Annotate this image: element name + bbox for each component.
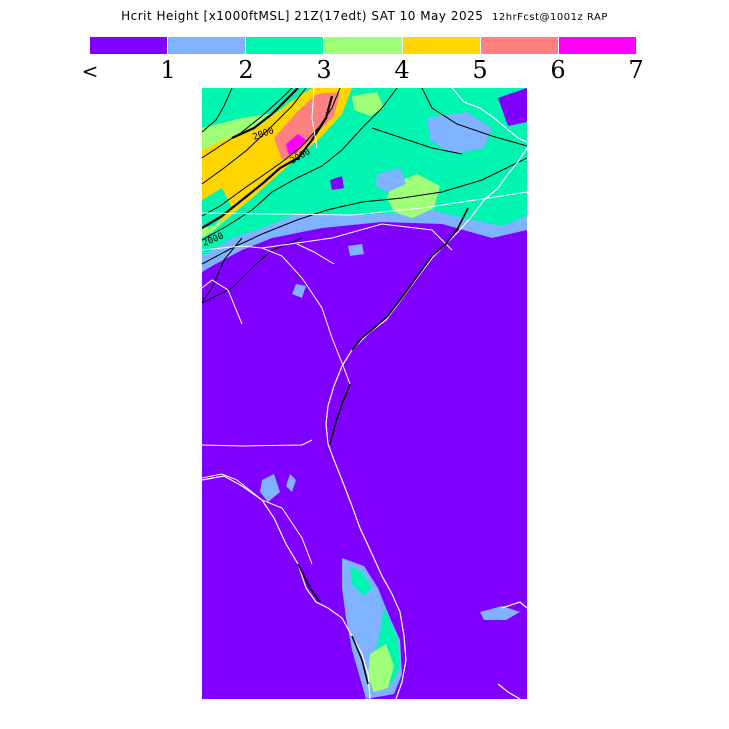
field-zone-6to7 <box>286 134 306 154</box>
legend-swatch-lt1 <box>90 37 169 54</box>
field-zone-1to2 <box>376 168 406 192</box>
legend-swatch-1-2 <box>168 37 247 54</box>
field-zone-0to1 <box>498 88 527 126</box>
field-zone-3to4 <box>352 92 384 116</box>
forecast-map: 2000 2000 2000 <box>202 88 527 699</box>
contour-lines <box>202 88 527 304</box>
field-zone-1to2 <box>260 474 280 502</box>
legend-tick-label: 3 <box>316 56 332 84</box>
field-zone-1to2 <box>286 474 296 492</box>
legend-tick-label: 4 <box>394 56 410 84</box>
legend-swatch-2-3 <box>246 37 325 54</box>
field-zone-1to2 <box>427 112 492 154</box>
legend-swatch-3-4 <box>324 37 403 54</box>
legend-swatch-4-5 <box>402 37 481 54</box>
contour-lines-bold <box>202 88 334 229</box>
legend-tick-label: 2 <box>238 56 254 84</box>
coastline-bold <box>297 207 469 685</box>
legend-tick-label: 5 <box>472 56 488 84</box>
field-zone-2to3 <box>350 566 372 596</box>
legend-swatch-5-6 <box>480 37 559 54</box>
plot-title: Hcrit Height [x1000ftMSL] 21Z(17edt) SAT… <box>0 9 729 23</box>
legend-tick-label: 1 <box>160 56 176 84</box>
color-legend <box>90 37 636 54</box>
legend-tick-label: < <box>81 59 99 83</box>
plot-title-main: Hcrit Height [x1000ftMSL] 21Z(17edt) SAT… <box>121 9 484 23</box>
legend-tick-label: 6 <box>550 56 566 84</box>
legend-tick-labels: < 1 2 3 4 5 6 7 <box>82 56 644 86</box>
field-zone-0to1 <box>330 176 344 190</box>
field-zone-3to4 <box>368 644 394 692</box>
field-zone-1to2 <box>292 284 306 298</box>
plot-title-run: 12hrFcst@1001z RAP <box>492 12 608 23</box>
legend-tick-label: 7 <box>628 56 644 84</box>
coastline <box>202 88 527 699</box>
legend-swatch-6-7 <box>558 37 636 54</box>
field-zone-1to2 <box>480 606 520 620</box>
field-zone-1to2 <box>348 244 364 256</box>
